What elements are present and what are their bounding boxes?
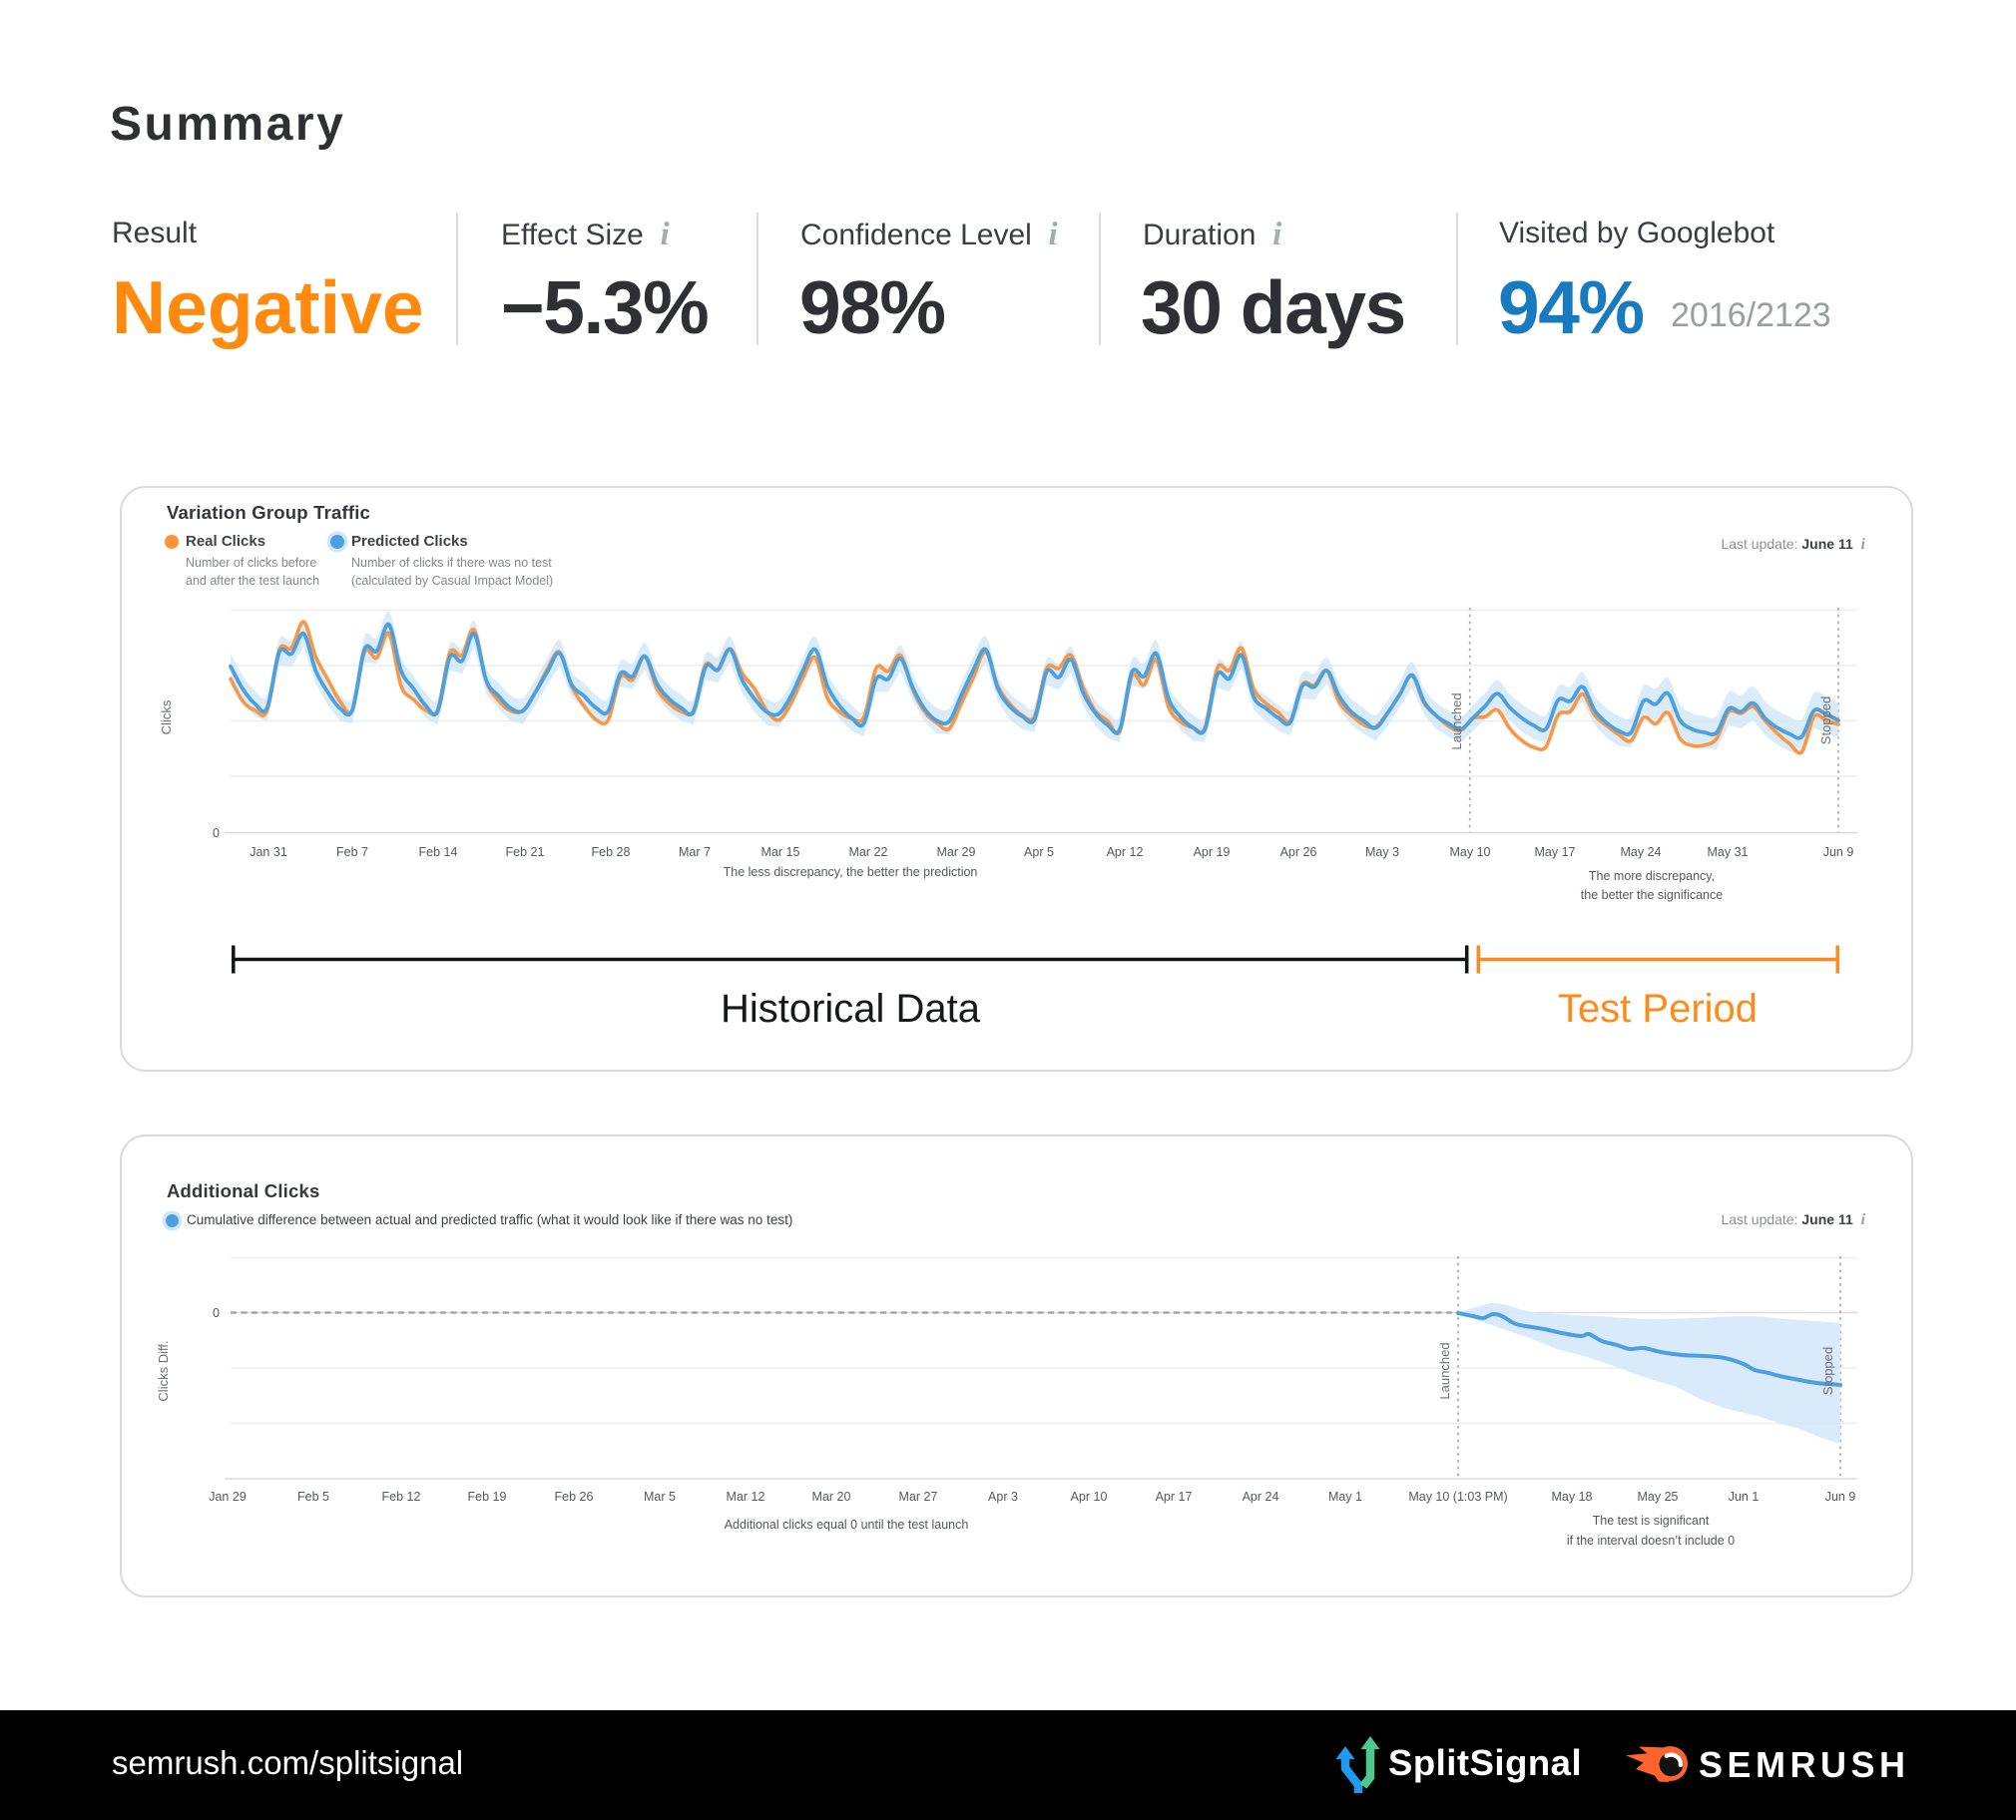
svg-text:0: 0 bbox=[213, 1306, 220, 1320]
svg-text:The less discrepancy, the bett: The less discrepancy, the better the pre… bbox=[724, 865, 978, 879]
svg-text:The test is significant: The test is significant bbox=[1593, 1514, 1710, 1528]
svg-text:Mar 7: Mar 7 bbox=[679, 845, 711, 859]
svg-text:SEMRUSH: SEMRUSH bbox=[1699, 1744, 1910, 1785]
svg-text:May 10: May 10 bbox=[1450, 845, 1491, 859]
svg-text:Jan 29: Jan 29 bbox=[209, 1490, 247, 1504]
svg-text:May 10 (1:03 PM): May 10 (1:03 PM) bbox=[1408, 1490, 1507, 1504]
svg-text:Historical Data: Historical Data bbox=[721, 987, 981, 1031]
svg-text:Clicks Diff.: Clicks Diff. bbox=[156, 1340, 171, 1401]
svg-text:Apr 12: Apr 12 bbox=[1107, 845, 1144, 859]
svg-text:Mar 27: Mar 27 bbox=[899, 1490, 938, 1504]
svg-text:Additional clicks equal 0 unti: Additional clicks equal 0 until the test… bbox=[725, 1518, 969, 1532]
svg-text:0: 0 bbox=[213, 826, 220, 840]
svg-text:SplitSignal: SplitSignal bbox=[1388, 1742, 1582, 1783]
svg-text:Jan 31: Jan 31 bbox=[250, 845, 287, 859]
svg-text:Stopped: Stopped bbox=[1820, 1347, 1835, 1395]
svg-text:Stopped: Stopped bbox=[1818, 696, 1833, 744]
svg-text:Launched: Launched bbox=[1437, 1342, 1452, 1399]
svg-text:Apr 5: Apr 5 bbox=[1024, 845, 1054, 859]
svg-text:Apr 17: Apr 17 bbox=[1156, 1490, 1193, 1504]
svg-text:Apr 19: Apr 19 bbox=[1194, 845, 1231, 859]
svg-text:Jun 9: Jun 9 bbox=[1825, 1490, 1856, 1504]
svg-text:Mar 12: Mar 12 bbox=[727, 1490, 765, 1504]
svg-text:Apr 3: Apr 3 bbox=[988, 1490, 1018, 1504]
svg-text:Launched: Launched bbox=[1449, 692, 1464, 749]
svg-text:Mar 29: Mar 29 bbox=[937, 845, 976, 859]
svg-text:Feb 12: Feb 12 bbox=[382, 1490, 421, 1504]
svg-text:Apr 10: Apr 10 bbox=[1071, 1490, 1108, 1504]
svg-text:Feb 5: Feb 5 bbox=[297, 1490, 329, 1504]
svg-text:Mar 15: Mar 15 bbox=[761, 845, 800, 859]
svg-text:Feb 7: Feb 7 bbox=[336, 845, 368, 859]
svg-text:May 25: May 25 bbox=[1638, 1490, 1679, 1504]
svg-text:Feb 26: Feb 26 bbox=[555, 1490, 594, 1504]
svg-text:May 1: May 1 bbox=[1328, 1490, 1362, 1504]
svg-text:Mar 5: Mar 5 bbox=[644, 1490, 676, 1504]
svg-text:May 17: May 17 bbox=[1535, 845, 1576, 859]
svg-text:Clicks: Clicks bbox=[159, 699, 174, 734]
svg-text:the better the significance: the better the significance bbox=[1581, 888, 1723, 902]
svg-text:Feb 28: Feb 28 bbox=[592, 845, 631, 859]
svg-text:May 31: May 31 bbox=[1708, 845, 1749, 859]
svg-text:Jun 1: Jun 1 bbox=[1729, 1490, 1760, 1504]
svg-text:Mar 22: Mar 22 bbox=[849, 845, 888, 859]
svg-text:Feb 14: Feb 14 bbox=[419, 845, 458, 859]
svg-text:Feb 19: Feb 19 bbox=[468, 1490, 507, 1504]
svg-text:May 18: May 18 bbox=[1552, 1490, 1593, 1504]
svg-text:if the interval doesn’t includ: if the interval doesn’t include 0 bbox=[1567, 1534, 1735, 1548]
svg-text:The more discrepancy,: The more discrepancy, bbox=[1589, 869, 1715, 883]
svg-text:Test Period: Test Period bbox=[1558, 987, 1758, 1031]
svg-text:May 3: May 3 bbox=[1365, 845, 1399, 859]
svg-text:May 24: May 24 bbox=[1621, 845, 1662, 859]
svg-text:Jun 9: Jun 9 bbox=[1823, 845, 1854, 859]
svg-text:Mar 20: Mar 20 bbox=[812, 1490, 851, 1504]
svg-text:Feb 21: Feb 21 bbox=[506, 845, 545, 859]
svg-text:Apr 26: Apr 26 bbox=[1280, 845, 1317, 859]
svg-text:Apr 24: Apr 24 bbox=[1243, 1490, 1279, 1504]
